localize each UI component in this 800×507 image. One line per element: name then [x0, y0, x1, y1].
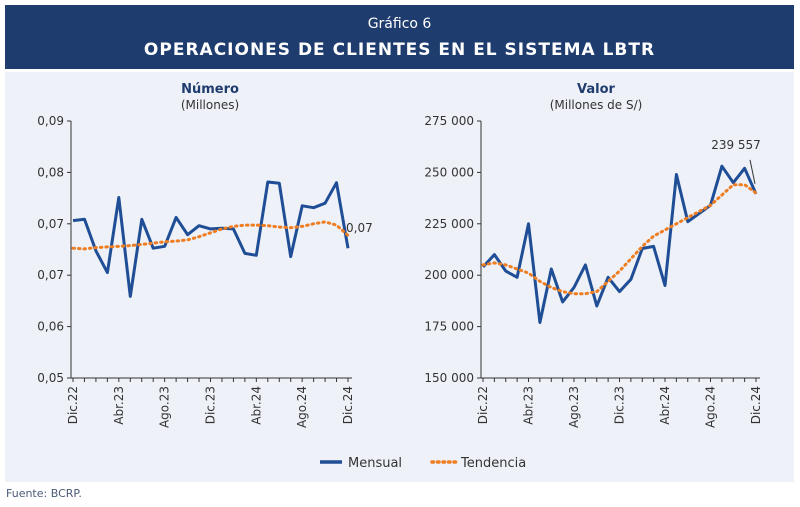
x-tick-label: Dic.23	[613, 386, 627, 424]
series-mensual-line	[72, 180, 350, 298]
chart-valor: Valor(Millones de S/) 275 000 250 000 225 0…	[424, 82, 763, 428]
x-tick-label: Abr.24	[249, 386, 263, 425]
series-tendencia-line	[481, 183, 758, 296]
y-tick-label: 0,05	[37, 371, 64, 385]
x-tick-label: Ago.23	[158, 386, 172, 428]
y-tick-label: 200 000	[424, 268, 474, 282]
x-tick-label: Dic.22	[476, 386, 490, 424]
chart-title: Número	[181, 82, 239, 97]
y-tick-label: 0,06	[37, 320, 64, 334]
chart-header: Gráfico 6 OPERACIONES DE CLIENTES EN EL …	[5, 5, 794, 69]
x-tick-label: Dic.23	[204, 386, 218, 424]
y-tick-label: 250 000	[424, 165, 474, 179]
x-tick-label: Abr.23	[522, 386, 536, 425]
x-tick-label: Abr.24	[658, 386, 672, 425]
x-tick-label: Dic.24	[341, 386, 355, 424]
annotation-label: 0,07	[346, 221, 373, 235]
chart-title: OPERACIONES DE CLIENTES EN EL SISTEMA LB…	[143, 40, 656, 60]
legend-tendencia-label: Tendencia	[460, 456, 526, 471]
source-note: Fuente: BCRP.	[6, 487, 82, 500]
y-tick-label: 175 000	[424, 320, 474, 334]
y-tick-label: 275 000	[424, 114, 474, 128]
y-tick-label: 0,07	[37, 268, 64, 282]
x-tick-label: Ago.24	[704, 386, 718, 428]
y-tick-label: 150 000	[424, 371, 474, 385]
x-tick-label: Ago.23	[567, 386, 581, 428]
x-tick-label: Abr.23	[112, 386, 126, 425]
y-tick-label: 225 000	[424, 217, 474, 231]
y-tick-label: 0,09	[37, 114, 64, 128]
legend-mensual-label: Mensual	[348, 456, 402, 471]
chart-numero: Número(Millones) 0,09 0,08 0,07 0,07 0,06 0,05…	[37, 82, 372, 428]
x-tick-label: Ago.24	[295, 386, 309, 428]
legend: Mensual Tendencia	[320, 456, 526, 471]
y-tick-label: 0,07	[37, 217, 64, 231]
annotation-label: 239 557	[711, 138, 761, 152]
chart-title: Valor	[577, 82, 616, 97]
series-mensual-line	[481, 164, 758, 324]
x-tick-label: Dic.22	[66, 386, 80, 424]
series-tendencia-line	[71, 220, 350, 251]
annotation-leader-line	[749, 159, 756, 184]
y-tick-label: 0,08	[37, 165, 64, 179]
chart-number: Gráfico 6	[367, 16, 432, 32]
chart-subtitle: (Millones)	[181, 98, 239, 112]
chart-subtitle: (Millones de S/)	[550, 98, 643, 112]
x-tick-label: Dic.24	[749, 386, 763, 424]
